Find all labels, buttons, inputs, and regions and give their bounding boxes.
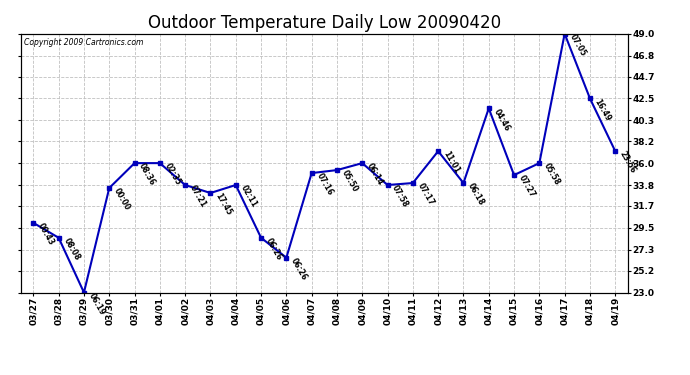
Text: 06:18: 06:18 bbox=[466, 182, 486, 207]
Text: 06:14: 06:14 bbox=[365, 162, 385, 187]
Text: 07:58: 07:58 bbox=[391, 184, 411, 209]
Text: 05:58: 05:58 bbox=[542, 162, 562, 187]
Text: 23:56: 23:56 bbox=[618, 150, 638, 175]
Text: 00:43: 00:43 bbox=[36, 222, 56, 247]
Text: 07:16: 07:16 bbox=[315, 172, 335, 197]
Text: Copyright 2009 Cartronics.com: Copyright 2009 Cartronics.com bbox=[23, 38, 143, 46]
Text: 02:35: 02:35 bbox=[163, 162, 182, 187]
Text: 11:01: 11:01 bbox=[441, 150, 461, 175]
Text: 07:05: 07:05 bbox=[567, 32, 587, 58]
Title: Outdoor Temperature Daily Low 20090420: Outdoor Temperature Daily Low 20090420 bbox=[148, 14, 501, 32]
Text: 07:27: 07:27 bbox=[517, 174, 537, 199]
Text: 06:19: 06:19 bbox=[87, 291, 106, 316]
Text: 04:46: 04:46 bbox=[491, 107, 511, 132]
Text: 07:17: 07:17 bbox=[415, 182, 435, 207]
Text: 08:36: 08:36 bbox=[137, 162, 157, 187]
Text: 00:00: 00:00 bbox=[112, 187, 132, 212]
Text: 02:11: 02:11 bbox=[239, 184, 258, 209]
Text: 06:26: 06:26 bbox=[289, 256, 309, 282]
Text: 08:08: 08:08 bbox=[61, 236, 81, 262]
Text: 16:49: 16:49 bbox=[593, 97, 613, 123]
Text: 06:26: 06:26 bbox=[264, 236, 284, 262]
Text: 17:45: 17:45 bbox=[213, 192, 233, 217]
Text: 07:21: 07:21 bbox=[188, 184, 208, 209]
Text: 05:50: 05:50 bbox=[339, 169, 359, 194]
